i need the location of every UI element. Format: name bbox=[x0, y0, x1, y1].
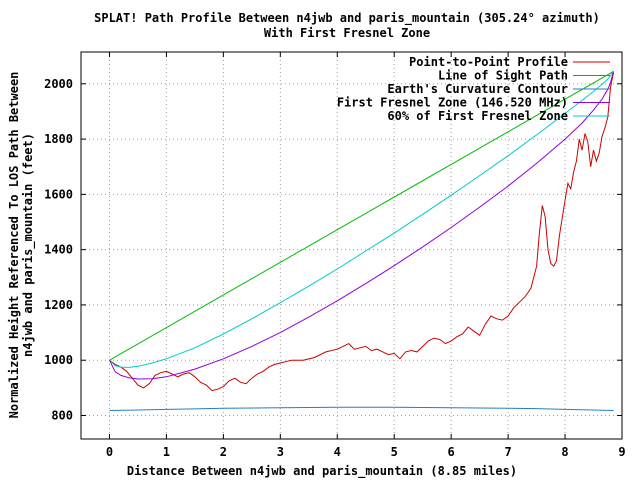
x-tick-label: 4 bbox=[334, 445, 341, 459]
legend-label: Earth's Curvature Contour bbox=[387, 82, 568, 96]
x-tick-label: 0 bbox=[106, 445, 113, 459]
series-group bbox=[109, 70, 614, 411]
y-tick-label: 1600 bbox=[44, 187, 73, 201]
y-axis-label-line2: n4jwb and paris_mountain (feet) bbox=[21, 133, 36, 357]
x-axis-label: Distance Between n4jwb and paris_mountai… bbox=[127, 464, 517, 479]
x-tick-label: 5 bbox=[391, 445, 398, 459]
series-line-point-to-point-profile bbox=[109, 72, 614, 392]
y-tick-label: 1400 bbox=[44, 243, 73, 257]
y-tick-label: 1000 bbox=[44, 353, 73, 367]
x-tick-label: 2 bbox=[220, 445, 227, 459]
x-tick-label: 6 bbox=[448, 445, 455, 459]
legend-label: 60% of First Fresnel Zone bbox=[387, 109, 568, 123]
series-line-earth-s-curvature-contour bbox=[109, 406, 614, 411]
series-line-60-of-first-fresnel-zone bbox=[109, 71, 614, 368]
y-tick-label: 2000 bbox=[44, 77, 73, 91]
y-tick-label: 1800 bbox=[44, 132, 73, 146]
chart-subtitle: With First Fresnel Zone bbox=[264, 26, 430, 40]
y-tick-label: 800 bbox=[51, 409, 73, 423]
plot-frame bbox=[80, 51, 623, 440]
y-axis-label: Normalized Height Referenced To LOS Path… bbox=[7, 72, 21, 419]
legend-label: Point-to-Point Profile bbox=[409, 55, 568, 69]
x-tick-label: 7 bbox=[504, 445, 511, 459]
x-tick-label: 3 bbox=[277, 445, 284, 459]
x-tick-label: 1 bbox=[163, 445, 170, 459]
x-tick-label: 9 bbox=[618, 445, 625, 459]
legend-label: Line of Sight Path bbox=[438, 69, 568, 83]
ticks: 0 1 2 3 4 5 6 7 8 9 800 1000 1200 1400 1600 1800 2000 bbox=[44, 52, 626, 459]
chart-title: SPLAT! Path Profile Between n4jwb and pa… bbox=[94, 11, 600, 26]
legend-label: First Fresnel Zone (146.520 MHz) bbox=[337, 96, 568, 110]
series-line-first-fresnel-zone-146-520-mhz bbox=[109, 71, 614, 380]
series-line-line-of-sight-path bbox=[109, 70, 614, 361]
y-tick-label: 1200 bbox=[44, 298, 73, 312]
x-tick-label: 8 bbox=[561, 445, 568, 459]
